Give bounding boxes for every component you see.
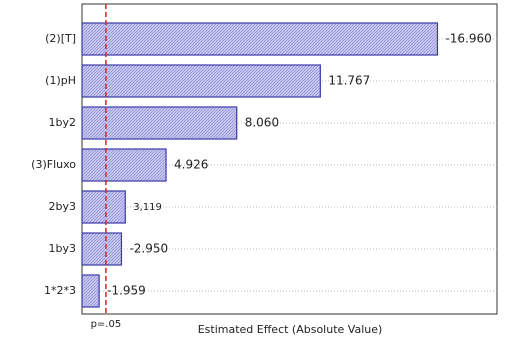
value-label: 3,119 [133,202,162,213]
y-tick-label: (2)[T] [45,32,76,45]
x-axis-label: Estimated Effect (Absolute Value) [198,323,383,336]
value-label: -2.950 [129,242,168,256]
y-tick-label: 2by3 [49,200,77,213]
value-label: -16.960 [445,32,491,46]
y-tick-label: (3)Fluxo [31,158,76,171]
value-label: 11.767 [328,74,370,88]
y-tick-label: 1by2 [49,116,77,129]
bar [81,64,321,98]
bar [81,106,238,140]
bar [81,148,167,182]
bar [81,22,439,56]
bar [81,190,126,224]
y-tick-label: (1)pH [45,74,76,87]
value-label: 8.060 [245,116,279,130]
value-label: 4.926 [174,158,208,172]
value-label: -1.959 [107,284,146,298]
bar [81,274,100,308]
y-tick-label: 1by3 [49,242,77,255]
y-tick-label: 1*2*3 [44,284,76,297]
reference-label: p=.05 [91,319,122,330]
bar [81,232,123,266]
